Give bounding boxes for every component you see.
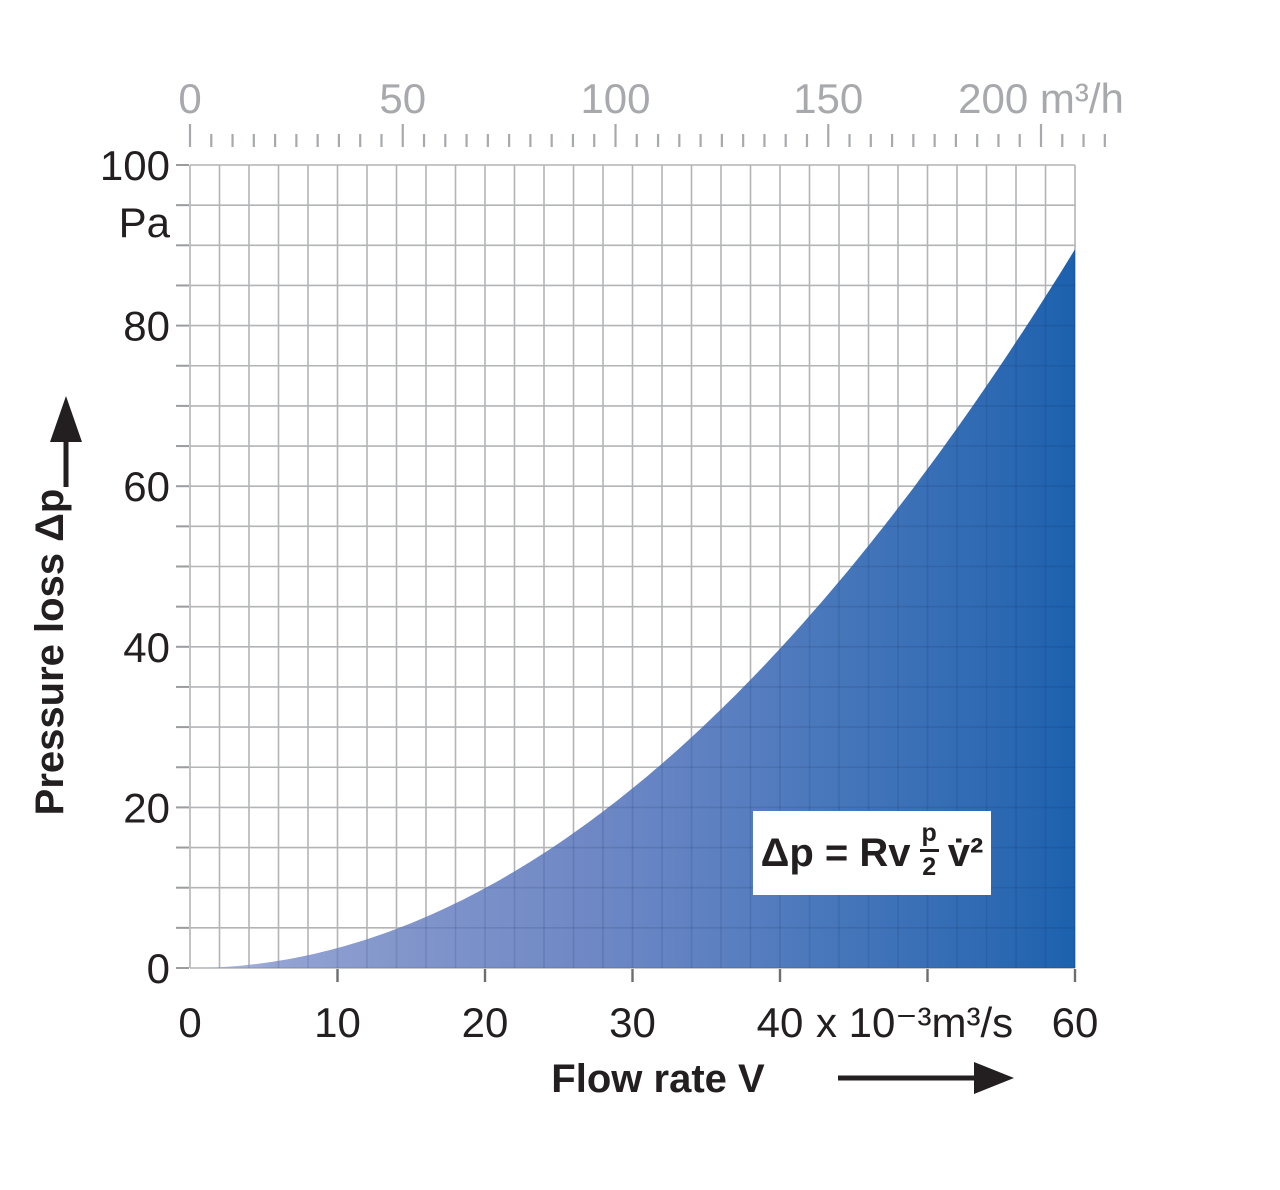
pressure-loss-curve-area xyxy=(190,249,1075,969)
top-axis-tick-label: 100 xyxy=(580,75,650,122)
x-axis-title-group: Flow rate V xyxy=(551,1057,1014,1101)
formula-right: v̇² xyxy=(947,830,984,875)
formula-fraction: p 2 xyxy=(919,820,939,881)
x-tick-label: 40 xyxy=(757,999,804,1046)
formula-left: Δp = Rv xyxy=(760,830,911,875)
y-tick-label: 100 xyxy=(100,142,170,189)
top-axis-tick-label: 50 xyxy=(379,75,426,122)
top-axis-tick-label: 200 m³/h xyxy=(958,75,1124,122)
formula-numerator: p xyxy=(919,820,939,852)
y-tick-label: 60 xyxy=(123,463,170,510)
y-axis-title-group: Pressure loss Δp xyxy=(28,396,82,815)
y-axis-ticks xyxy=(176,164,189,969)
y-axis-labels: 100 80 60 40 20 0 Pa xyxy=(100,142,171,992)
top-axis-labels: 0 50 100 150 200 m³/h xyxy=(178,75,1124,122)
x-axis-ticks xyxy=(336,969,1077,982)
up-arrowhead-icon xyxy=(50,396,82,442)
x-axis-unit: x 10⁻³m³/s xyxy=(816,999,1013,1046)
x-axis-labels: 0 10 20 30 40 x 10⁻³m³/s 60 xyxy=(178,999,1098,1046)
right-arrowhead-icon xyxy=(974,1062,1014,1094)
y-tick-label: 20 xyxy=(123,784,170,831)
x-tick-label: 10 xyxy=(314,999,361,1046)
y-tick-label: 40 xyxy=(123,624,170,671)
formula-box: Δp = Rv p 2 v̇² xyxy=(753,811,991,895)
formula-denominator: 2 xyxy=(922,852,937,881)
x-tick-label: 30 xyxy=(609,999,656,1046)
x-axis-title: Flow rate V xyxy=(551,1057,765,1101)
y-tick-label: 0 xyxy=(147,945,170,992)
x-tick-label: 0 xyxy=(178,999,201,1046)
x-tick-label: 20 xyxy=(462,999,509,1046)
y-axis-unit: Pa xyxy=(119,199,171,246)
top-axis-tick-label: 150 xyxy=(793,75,863,122)
y-axis-title: Pressure loss Δp xyxy=(28,489,72,816)
top-axis-ticks xyxy=(188,124,1106,147)
y-tick-label: 80 xyxy=(123,303,170,350)
top-axis-tick-label: 0 xyxy=(178,75,201,122)
x-tick-label: 60 xyxy=(1052,999,1099,1046)
